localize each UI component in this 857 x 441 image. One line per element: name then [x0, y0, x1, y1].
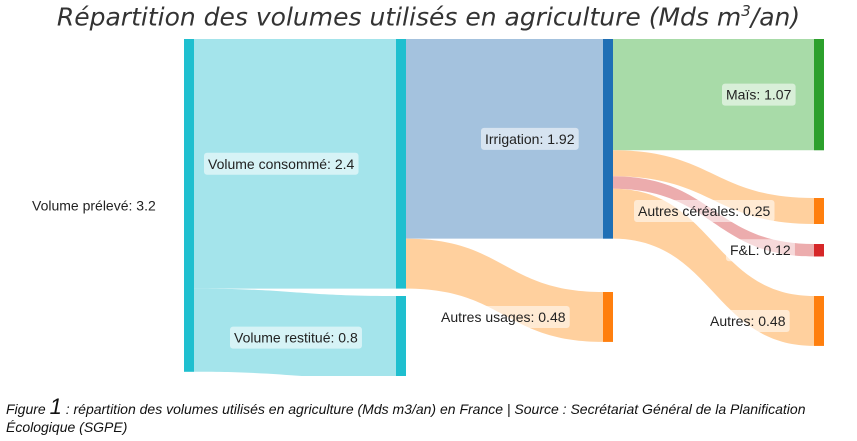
node-label-bg-mais: [722, 83, 796, 106]
node-label-text-irrigation: Irrigation: 1.92: [485, 131, 575, 147]
link-irrigation-to-autres: [613, 188, 814, 346]
node-label-fl: F&L: 0.12: [726, 239, 795, 262]
node-label-bg-restitue: [230, 326, 362, 349]
sankey-nodes: [184, 39, 824, 376]
sankey-links: [194, 39, 814, 376]
node-mais: [814, 39, 824, 151]
node-label-text-autres_usages: Autres usages: 0.48: [441, 309, 566, 325]
figure-caption: Figure 1 : répartition des volumes utili…: [6, 396, 851, 436]
sankey-diagram: Volume prélevé: 3.2 Volume consommé: 2.4 V…: [32, 39, 824, 376]
node-fl: [814, 244, 824, 257]
node-label-text-autres: Autres: 0.48: [710, 313, 786, 329]
link-irrigation-to-mais: [613, 39, 814, 151]
node-label-text-autres_cereales: Autres céréales: 0.25: [638, 203, 771, 219]
node-irrigation: [603, 39, 613, 239]
node-label-autres: Autres: 0.48: [706, 309, 790, 332]
chart-title-main: Répartition des volumes utilisés en agri…: [56, 2, 742, 32]
node-label-text-restitue: Volume restitué: 0.8: [234, 330, 358, 346]
caption-figure-number: 1: [49, 394, 62, 419]
node-label-autres_cereales: Autres céréales: 0.25: [634, 200, 775, 222]
chart-title-superscript: 3: [741, 2, 751, 20]
node-label-bg-fl: [726, 239, 795, 262]
node-label-mais: Maïs: 1.07: [722, 83, 796, 106]
node-label-bg-consomme: [204, 152, 359, 175]
node-label-autres_usages: Autres usages: 0.48: [437, 305, 570, 328]
caption-prefix: Figure: [6, 401, 50, 417]
node-label-text-fl: F&L: 0.12: [730, 242, 791, 258]
node-label-bg-autres_cereales: [634, 200, 775, 222]
node-label-bg-autres: [706, 309, 790, 332]
node-consomme: [396, 39, 406, 289]
node-preleve: [184, 39, 194, 372]
node-label-bg-irrigation: [481, 127, 579, 150]
node-label-text-consomme: Volume consommé: 2.4: [208, 156, 355, 172]
node-label-text-mais: Maïs: 1.07: [726, 87, 792, 103]
node-restitue: [396, 296, 406, 376]
caption-text: : répartition des volumes utilisés en ag…: [6, 401, 806, 435]
node-autres_usages: [603, 292, 613, 342]
node-label-irrigation: Irrigation: 1.92: [481, 127, 579, 150]
chart-title: Répartition des volumes utilisés en agri…: [0, 2, 857, 31]
node-label-text-preleve: Volume prélevé: 3.2: [32, 197, 156, 213]
node-label-consomme: Volume consommé: 2.4: [204, 152, 359, 175]
node-label-bg-autres_usages: [437, 305, 570, 328]
node-label-preleve: Volume prélevé: 3.2: [32, 197, 156, 213]
node-autres: [814, 296, 824, 346]
sankey-labels: Volume prélevé: 3.2 Volume consommé: 2.4 V…: [32, 83, 796, 349]
node-label-restitue: Volume restitué: 0.8: [230, 326, 362, 349]
node-autres_cereales: [814, 198, 824, 224]
chart-title-end: /an): [750, 2, 801, 32]
